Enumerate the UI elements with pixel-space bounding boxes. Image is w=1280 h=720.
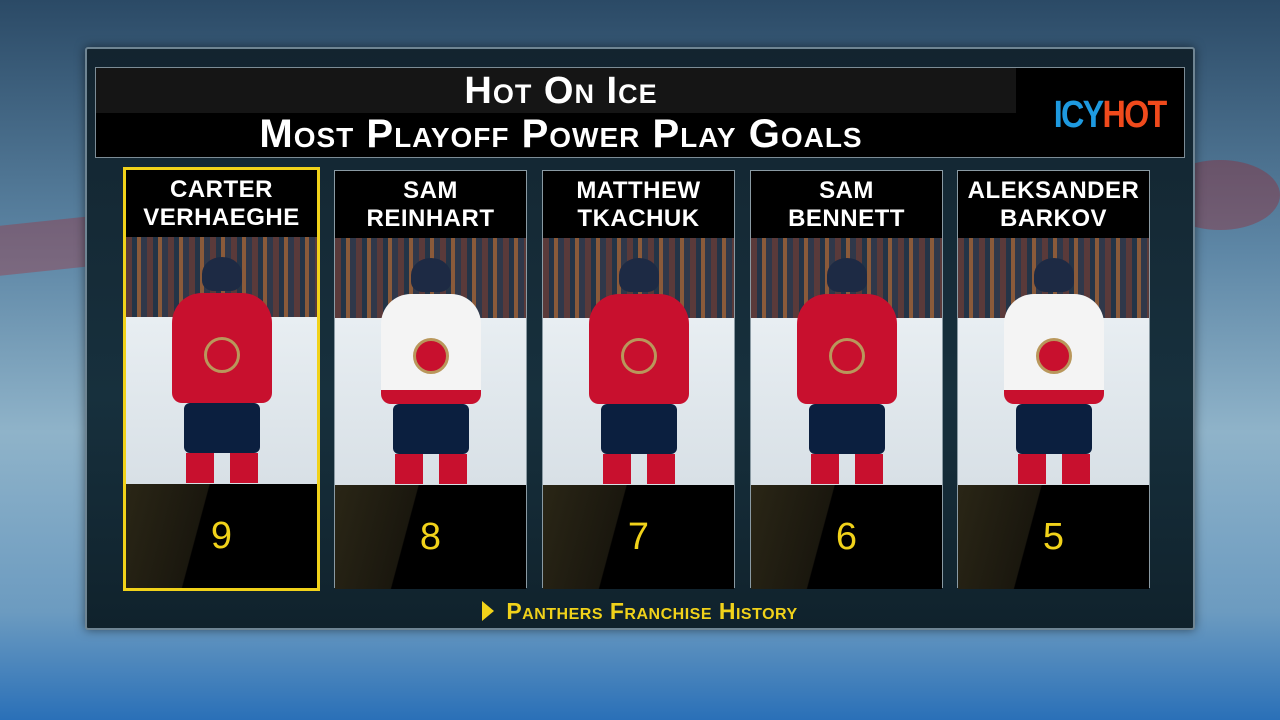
pants <box>1015 404 1092 454</box>
player-last-name: Reinhart <box>366 205 495 232</box>
title-band <box>96 68 1016 113</box>
helmet <box>1033 258 1074 292</box>
footer-text: Panthers Franchise History <box>506 598 798 624</box>
player-card: Aleksander Barkov 5 <box>957 170 1150 589</box>
player-name: Sam Reinhart <box>335 171 526 238</box>
player-figure <box>994 258 1114 484</box>
player-card: Matthew Tkachuk 7 <box>542 170 735 589</box>
player-first-name: Matthew <box>576 177 701 204</box>
pants <box>183 403 260 453</box>
legs <box>1017 454 1090 484</box>
icyhot-logo: ICYHOT <box>1054 94 1168 137</box>
player-name: Carter Verhaeghe <box>126 170 317 237</box>
player-figure <box>371 258 491 484</box>
player-first-name: Sam <box>819 177 874 204</box>
panthers-crest-icon <box>1035 338 1072 374</box>
panthers-crest-icon <box>203 337 240 373</box>
legs <box>810 454 883 484</box>
player-figure <box>579 258 699 484</box>
stat-value: 6 <box>751 485 942 589</box>
play-triangle-icon <box>482 601 495 621</box>
legs <box>394 454 467 484</box>
pants <box>600 404 677 454</box>
player-card: Sam Bennett 6 <box>750 170 943 589</box>
player-last-name: Barkov <box>999 205 1107 232</box>
panthers-crest-icon <box>412 338 449 374</box>
player-card: Sam Reinhart 8 <box>334 170 527 589</box>
graphic-subtitle: Most Playoff Power Play Goals <box>259 112 863 156</box>
player-last-name: Bennett <box>788 205 905 232</box>
player-last-name: Tkachuk <box>577 205 700 232</box>
logo-icy: ICY <box>1054 94 1104 136</box>
stat-value: 8 <box>335 485 526 589</box>
player-first-name: Aleksander <box>967 177 1140 204</box>
player-name: Sam Bennett <box>751 171 942 238</box>
player-first-name: Sam <box>403 177 458 204</box>
player-last-name: Verhaeghe <box>143 204 300 231</box>
legs <box>602 454 675 484</box>
player-figure <box>162 257 282 483</box>
player-first-name: Carter <box>170 176 273 203</box>
pants <box>808 404 885 454</box>
helmet <box>826 258 867 292</box>
player-name: Matthew Tkachuk <box>543 171 734 238</box>
stat-value: 9 <box>126 484 317 588</box>
player-photo <box>335 238 526 485</box>
player-photo <box>958 238 1149 485</box>
pants <box>392 404 469 454</box>
player-photo <box>751 238 942 485</box>
player-photo <box>543 238 734 485</box>
panthers-crest-icon <box>828 338 865 374</box>
player-card: Carter Verhaeghe 9 <box>123 167 320 591</box>
player-photo <box>126 237 317 484</box>
player-name: Aleksander Barkov <box>958 171 1149 238</box>
stat-value: 5 <box>958 485 1149 589</box>
title-bar: Hot On Ice Most Playoff Power Play Goals… <box>95 67 1185 158</box>
helmet <box>618 258 659 292</box>
footer-caption: Panthers Franchise History <box>0 598 1280 625</box>
legs <box>185 453 258 483</box>
logo-hot: HOT <box>1102 94 1168 136</box>
helmet <box>201 257 242 291</box>
graphic-title: Hot On Ice <box>464 70 658 112</box>
stat-value: 7 <box>543 485 734 589</box>
panthers-crest-icon <box>620 338 657 374</box>
helmet <box>410 258 451 292</box>
player-figure <box>787 258 907 484</box>
